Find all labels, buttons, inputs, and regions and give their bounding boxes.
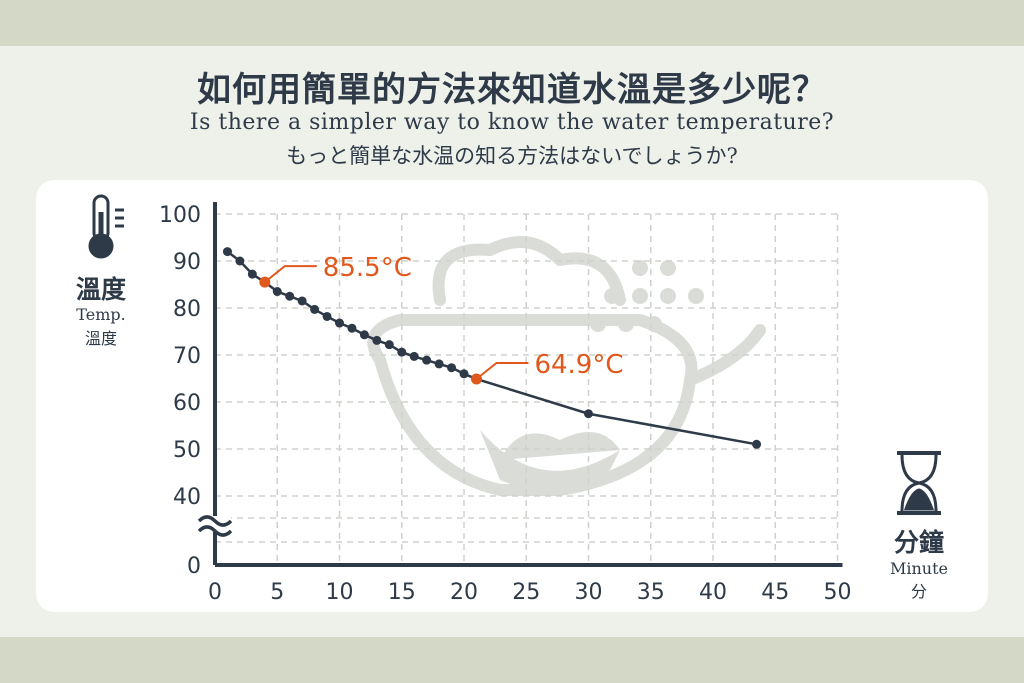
hourglass-icon: [897, 451, 941, 515]
line-series: [222, 247, 762, 449]
data-point: [297, 296, 307, 306]
top-band: [0, 0, 1024, 46]
x-tick-label: 45: [761, 580, 789, 605]
x-tick-label: 35: [637, 580, 665, 605]
axis-break-mark: [197, 525, 233, 537]
data-point: [222, 247, 232, 257]
y-tick-label: 80: [173, 297, 201, 322]
data-point: [752, 439, 762, 449]
data-point: [347, 323, 357, 333]
data-point: [422, 355, 432, 365]
x-tick-label: 15: [388, 580, 416, 605]
y-axis-label: 溫度: [76, 275, 126, 304]
annotation-leader: [475, 361, 529, 380]
x-tick-label: 30: [575, 580, 603, 605]
x-tick-label: 10: [326, 580, 354, 605]
thermometer-icon: [88, 194, 124, 259]
y-tick-label: 40: [173, 485, 201, 510]
subtitle-japanese: もっと簡単な水温の知る方法はないでしょうか?: [286, 144, 738, 168]
x-axis-label-en: Minute: [890, 559, 948, 578]
y-tick-label: 50: [173, 438, 201, 463]
data-point: [384, 340, 394, 350]
x-tick-label: 50: [824, 580, 852, 605]
data-point: [359, 330, 369, 340]
y-tick-label: 60: [173, 391, 201, 416]
chart-card: [36, 180, 988, 612]
annotation-label: 64.9°C: [534, 350, 623, 380]
annotations: 85.5°C 64.9°C: [264, 253, 623, 380]
y-tick-label: 100: [159, 203, 201, 228]
data-point: [372, 335, 382, 345]
data-point: [584, 409, 593, 419]
x-tick-label: 0: [208, 580, 222, 605]
x-tick-labels: 0 5 10 15 20 25 30 35 40 45 50: [208, 580, 852, 605]
data-point: [247, 269, 257, 279]
x-tick-label: 20: [450, 580, 478, 605]
data-point: [310, 304, 320, 314]
annotation-leader: [264, 265, 317, 283]
axis-break-mark: [197, 515, 233, 527]
chart-axes: [197, 202, 843, 567]
y-tick-label: 0: [187, 554, 201, 579]
y-tick-labels: 100 90 80 70 60 50 40 0: [159, 203, 201, 579]
data-point: [335, 318, 344, 328]
data-point: [285, 291, 295, 301]
page-title: 如何用簡單的方法來知道水溫是多少呢？: [197, 70, 827, 110]
data-point: [235, 256, 245, 266]
bottom-band: [0, 637, 1024, 683]
subtitle-english: Is there a simpler way to know the water…: [189, 110, 835, 135]
annotation-label: 85.5°C: [323, 253, 412, 283]
data-point: [272, 287, 282, 297]
x-axis-label-sub: 分: [911, 582, 927, 601]
y-tick-label: 90: [173, 250, 201, 275]
x-tick-label: 25: [512, 580, 540, 605]
y-tick-label: 70: [173, 344, 201, 369]
data-point: [447, 363, 457, 373]
x-tick-label: 40: [699, 580, 727, 605]
watermark-dots: [590, 260, 704, 332]
y-axis-label-en: Temp.: [76, 305, 125, 324]
x-axis-label: 分鐘: [894, 528, 944, 557]
data-point: [322, 311, 332, 321]
data-point: [397, 347, 407, 357]
data-point: [459, 369, 469, 379]
y-axis-label-sub: 溫度: [85, 329, 117, 348]
x-tick-label: 5: [270, 580, 284, 605]
data-point: [409, 351, 419, 361]
data-point: [434, 359, 444, 369]
